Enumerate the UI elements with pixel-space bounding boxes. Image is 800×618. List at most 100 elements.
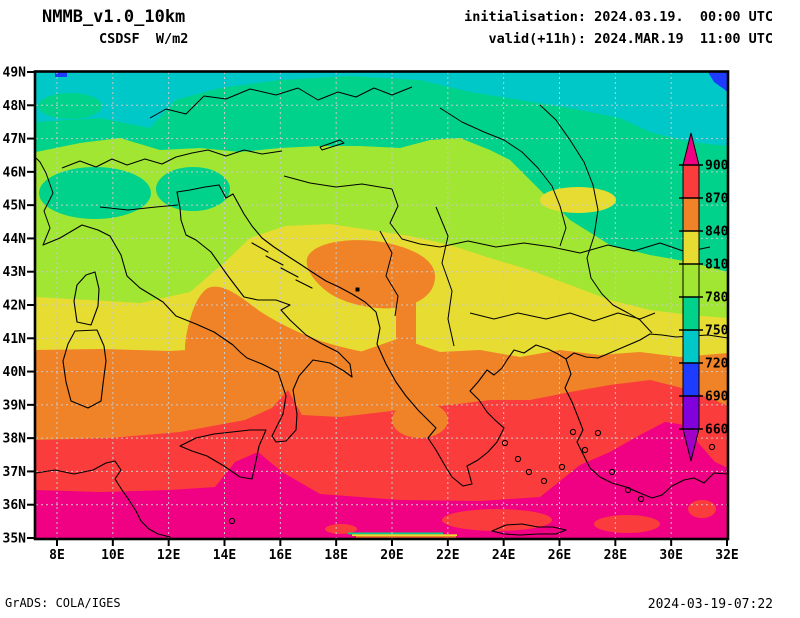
stripe-teal-bottom [348,532,443,535]
patch-red-crete [442,509,552,531]
lat-tick-label: 36N [3,498,27,513]
patch-blue-topright [708,72,728,92]
patch-orange-apennines [185,286,370,353]
shaded-field [36,72,728,538]
island-outline [608,468,616,476]
border-bosnia-serbia [379,206,455,347]
lon-tick-label: 30E [659,548,682,563]
patch-teal-west-alps [39,167,151,219]
coast-turkey-south [564,358,728,499]
lat-tick-label: 42N [3,299,27,314]
patch-red-south [325,524,357,534]
border-drava [283,175,393,190]
coast-adriatic-greece [218,184,728,487]
latitude-axis: 49N 48N 47N 46N 45N 44N 43N 42N 41N 40N 39N 38N 37N 3… [3,66,34,547]
lon-tick-label: 14E [213,548,236,563]
colorbar-tick-label: 750 [705,324,729,339]
colorbar-segment [682,296,700,331]
patch-red-southeast [594,515,660,533]
lat-tick-label: 44N [3,232,27,247]
lat-tick-label: 43N [3,265,27,280]
colorbar-tick-label: 840 [705,225,729,240]
colorbar-segment [682,230,700,265]
colorbar-segment [682,395,700,430]
colorbar-tick-label: 810 [705,258,729,273]
colorbar-segment [682,329,700,364]
coast-sardinia [62,329,107,409]
island-outline [569,428,577,436]
colorbar-segment [682,197,700,232]
patch-orange-bosnia-neck [396,300,416,356]
border-romania-east [539,104,653,334]
colorbar-tick-label: 660 [705,423,729,438]
island-outline [525,468,533,476]
border-carpathian-west [439,107,567,247]
border-france-italy [36,157,54,246]
variable-units-label: CSDSF W/m2 [99,31,189,47]
patch-blue-topleft [55,72,67,77]
band-green [36,72,728,272]
island-outline [514,455,522,463]
lon-tick-label: 24E [492,548,515,563]
lon-tick-label: 26E [548,548,571,563]
river-po [99,204,179,211]
lat-tick-label: 45N [3,199,27,214]
coast-corsica [73,271,100,326]
lon-tick-label: 8E [49,548,65,563]
lat-tick-label: 39N [3,398,27,413]
coast-sicily [179,429,267,480]
border-alps-south [61,149,283,169]
coastlines [36,184,728,538]
border-bulgaria-danube [439,240,711,254]
model-title: NMMB_v1.0_10km [42,7,186,27]
patch-orange-bosnia [306,240,436,309]
lat-tick-label: 38N [3,432,27,447]
island-outline [501,439,509,447]
colorbar-segment [682,362,700,397]
island-outline [581,446,589,454]
lat-tick-label: 40N [3,365,27,380]
lon-tick-label: 18E [324,548,347,563]
country-borders [36,86,711,347]
lon-tick-label: 32E [715,548,738,563]
valid-time-label: valid(+11h): 2024.MAR.19 11:00 UTC [488,31,773,47]
lon-tick-label: 20E [380,548,403,563]
colorbar-tick-label: 720 [705,357,729,372]
border-czech-slovakia [149,86,413,119]
island-outline [228,517,236,525]
island-outline [637,495,645,503]
longitude-axis: 8E 10E 12E 14E 16E 18E 20E 22E 24E 26E 28E 30E 32E [49,539,739,563]
colorbar-segment [682,164,700,199]
colorbar-tick-label: 690 [705,390,729,405]
colorbar-tick-label: 900 [705,159,729,174]
lat-tick-label: 41N [3,332,27,347]
initialisation-time-label: initialisation: 2024.03.19. 00:00 UTC [464,9,773,25]
coast-croatia-islands [251,242,313,289]
patch-red-turkey [688,500,716,518]
lon-tick-label: 16E [269,548,292,563]
lat-tick-label: 35N [3,532,27,547]
terrain-dot [355,287,360,292]
aegean-islands [228,428,716,525]
map-frame [33,70,730,541]
lake-balaton [319,139,345,151]
coast-italy [42,184,353,443]
island-outline [594,429,602,437]
island-outline [708,443,716,451]
patch-yellow-romania [540,187,616,213]
band-cyan [36,72,728,146]
lon-tick-label: 12E [157,548,180,563]
grads-credit: GrADS: COLA/IGES [5,596,121,610]
lat-tick-label: 48N [3,99,27,114]
patch-orange-west-greece [392,402,448,438]
lon-tick-label: 10E [101,548,124,563]
stripe-orange-bottom [356,536,456,538]
island-outline [558,463,566,471]
colorbar: 900 870 840 810 780 750 720 690 660 [679,132,729,462]
lat-tick-label: 47N [3,132,27,147]
coast-africa [36,460,171,538]
patch-green-alpsnorth [38,93,102,119]
island-outline [540,477,548,485]
